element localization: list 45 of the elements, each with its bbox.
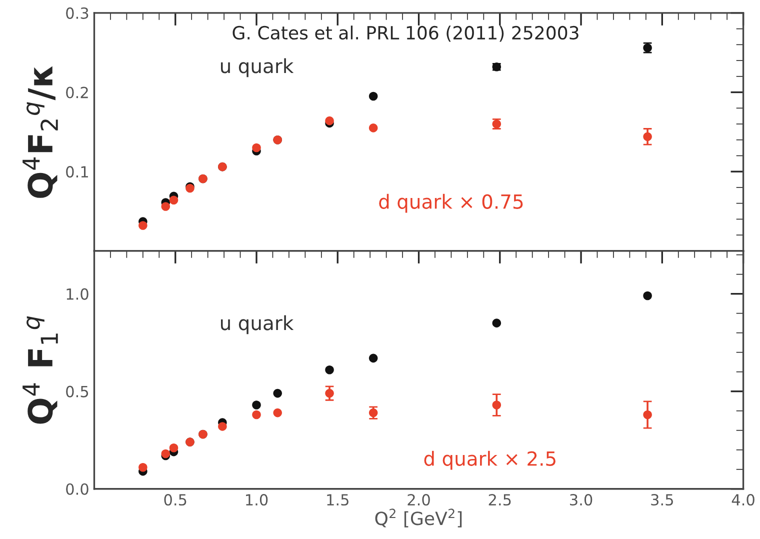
- text: d quark × 2.5: [424, 450, 556, 470]
- point: [368, 354, 378, 363]
- x-tick-label: 2.0: [408, 494, 430, 506]
- point: [325, 365, 334, 374]
- point: [252, 410, 261, 420]
- x-tick-label: 4.0: [732, 494, 754, 506]
- point: [252, 143, 261, 152]
- point: [643, 132, 652, 142]
- y-tick-label: 0.2: [66, 86, 88, 98]
- point: [169, 444, 178, 452]
- point: [492, 318, 502, 328]
- point: [218, 422, 227, 431]
- point: [138, 221, 148, 230]
- y-tick-label: 0.3: [66, 7, 88, 19]
- point: [161, 202, 170, 211]
- point: [325, 388, 334, 398]
- point: [643, 410, 652, 420]
- text: u quark: [220, 58, 294, 78]
- point: [169, 196, 178, 205]
- point: [273, 388, 282, 398]
- x-tick-label: 0.5: [164, 494, 186, 506]
- point: [252, 400, 261, 410]
- y-tick-label: 0.5: [66, 386, 88, 398]
- y-axis-title: Q$^{4}$ F$_{1}$$^{q}$: [22, 316, 58, 424]
- text: u quark: [220, 315, 294, 334]
- y-tick-label: 1.0: [66, 288, 88, 300]
- x-tick-label: 2.5: [488, 494, 511, 506]
- point: [368, 124, 378, 132]
- point: [325, 116, 334, 126]
- y-axis-title: Q$^{4}$F$_{2}$$^{q}$/κ: [22, 66, 58, 198]
- x-axis-title: Q$^{2}$ [GeV$^{2}$]: [375, 508, 462, 528]
- point: [643, 291, 652, 300]
- point: [138, 463, 148, 472]
- annotation: G. Cates et al. PRL 106 (2011) 252003: [232, 26, 578, 42]
- y-tick-label: 0.0: [66, 483, 88, 495]
- x-tick-label: 1.5: [327, 494, 348, 506]
- point: [273, 408, 282, 418]
- point: [368, 408, 378, 418]
- x-tick-label: 1.0: [246, 494, 268, 506]
- y-tick-label: 0.1: [66, 166, 88, 178]
- point: [492, 400, 502, 410]
- x-tick-label: 3.5: [651, 494, 673, 506]
- point: [368, 92, 378, 101]
- x-tick-label: 3.0: [570, 494, 592, 506]
- text: d quark × 0.75: [379, 194, 523, 213]
